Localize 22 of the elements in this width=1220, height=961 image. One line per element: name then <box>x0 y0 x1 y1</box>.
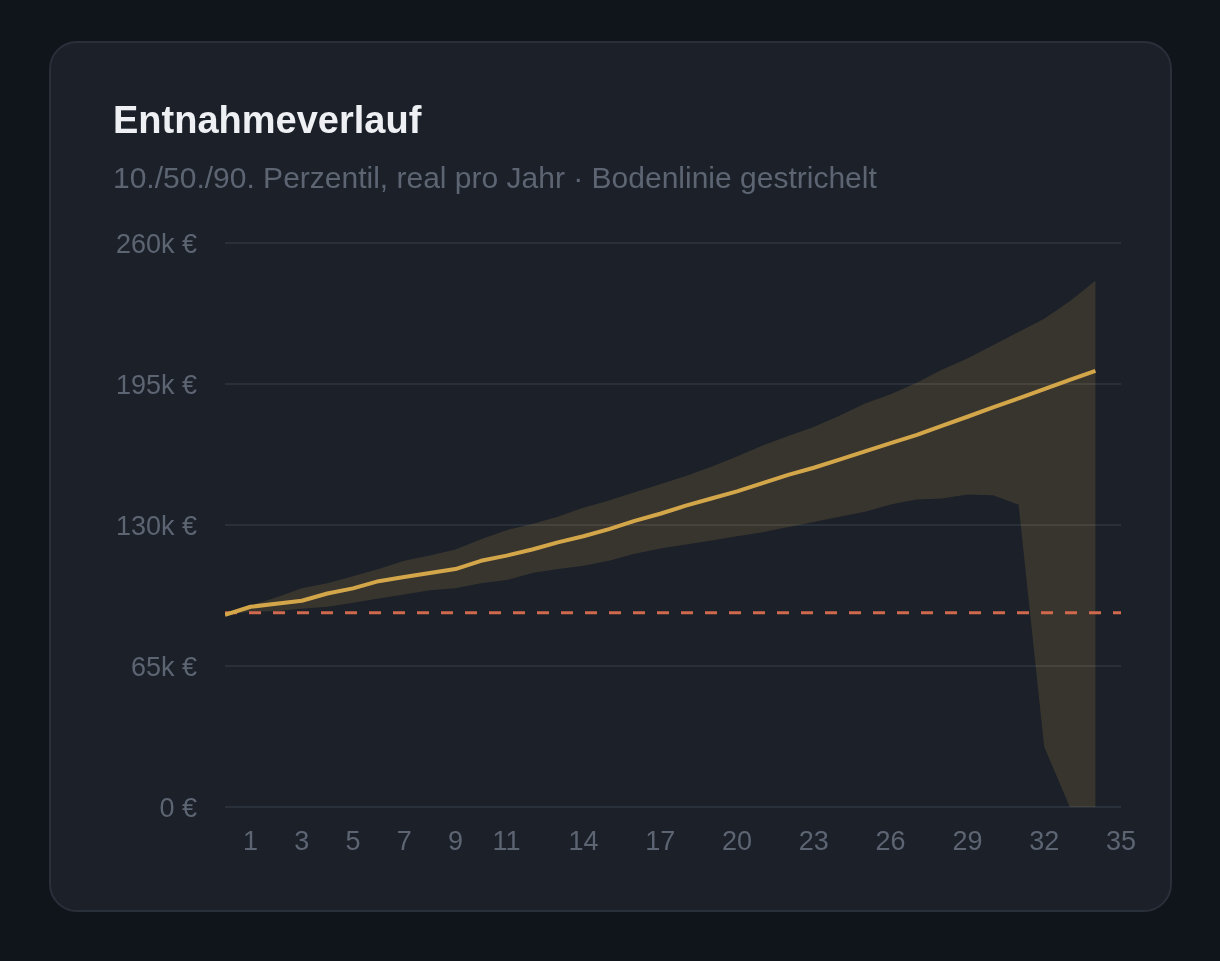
x-tick-label: 5 <box>345 826 361 857</box>
y-tick-label: 195k € <box>115 369 197 400</box>
x-tick-label: 23 <box>798 826 829 857</box>
x-tick-label: 3 <box>294 826 310 857</box>
x-tick-label: 32 <box>1029 826 1060 857</box>
y-tick-label: 130k € <box>115 510 197 541</box>
x-tick-label: 17 <box>645 826 676 857</box>
x-tick-label: 1 <box>243 826 259 857</box>
x-tick-label: 26 <box>875 826 906 857</box>
chart-title: Entnahmeverlauf <box>113 99 422 142</box>
y-tick-label: 260k € <box>115 228 197 259</box>
y-tick-label: 0 € <box>159 792 197 823</box>
x-tick-label: 20 <box>721 826 753 857</box>
x-tick-label: 9 <box>447 826 463 857</box>
x-tick-label: 35 <box>1105 826 1137 857</box>
x-tick-label: 7 <box>396 826 412 857</box>
x-tick-label: 29 <box>952 826 983 857</box>
y-tick-label: 65k € <box>130 651 197 682</box>
x-tick-label: 14 <box>568 826 599 857</box>
chart-subtitle: 10./50./90. Perzentil, real pro Jahr · Bodenlinie gestrichelt <box>113 161 877 195</box>
x-tick-label: 11 <box>492 826 521 857</box>
line-series <box>225 368 1098 617</box>
